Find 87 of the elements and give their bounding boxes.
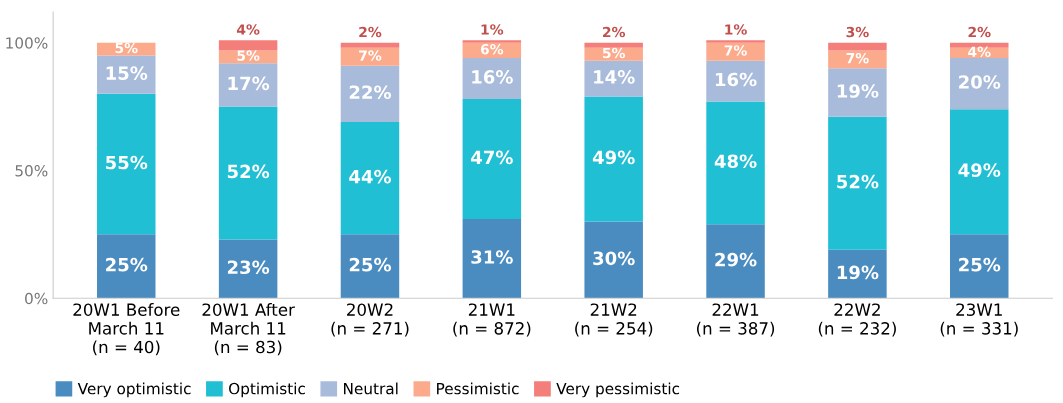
data-label: 25%	[959, 257, 1001, 272]
bar	[584, 96, 643, 222]
bar	[340, 121, 400, 235]
data-label: 17%	[228, 76, 270, 91]
data-label: 49%	[958, 163, 1001, 177]
data-label: 44%	[349, 169, 392, 184]
data-label: 23%	[227, 260, 270, 275]
bar	[462, 40, 522, 43]
data-label: 55%	[106, 155, 148, 170]
data-label: 4%	[968, 46, 991, 57]
data-label: 16%	[715, 72, 757, 87]
data-label: 31%	[471, 250, 513, 264]
bar	[828, 68, 887, 117]
data-label: 6%	[480, 43, 504, 55]
bar	[828, 42, 887, 51]
data-label: 49%	[592, 150, 635, 165]
data-label: 22%	[349, 85, 392, 100]
bar	[97, 93, 156, 235]
x-tick-label: 23W1 (n = 331)	[940, 303, 1018, 337]
bar	[950, 58, 1009, 110]
data-label: 30%	[593, 251, 635, 266]
bar	[584, 221, 643, 299]
bar	[828, 249, 887, 299]
data-label: 47%	[471, 150, 513, 165]
data-label: 5%	[602, 47, 626, 59]
bar	[218, 239, 278, 299]
bar	[950, 42, 1009, 48]
bar	[218, 106, 278, 240]
data-label: 5%	[115, 42, 138, 54]
bar	[950, 109, 1009, 235]
data-label: 1%	[481, 24, 504, 35]
data-label: 15%	[106, 66, 148, 80]
legend-label: Neutral	[344, 382, 398, 395]
bar	[340, 234, 400, 299]
bar	[462, 98, 522, 220]
bar	[706, 224, 765, 299]
data-label: 7%	[724, 45, 747, 56]
bar	[340, 65, 400, 122]
bar	[706, 40, 765, 43]
bar	[706, 101, 765, 225]
bar	[828, 50, 887, 69]
data-label: 25%	[349, 257, 392, 272]
data-label: 52%	[837, 174, 879, 189]
data-label: 19%	[837, 265, 879, 280]
data-label: 1%	[725, 24, 747, 35]
bar	[706, 60, 765, 102]
legend-label: Very optimistic	[77, 382, 191, 398]
data-label: 19%	[837, 84, 879, 98]
data-label: 20%	[959, 75, 1001, 89]
x-tick-label: 22W1 (n = 387)	[697, 303, 775, 337]
bar	[97, 234, 156, 299]
y-tick-label: 50%	[15, 164, 48, 177]
data-label: 5%	[237, 50, 260, 61]
data-label: 16%	[472, 70, 513, 84]
data-label: 29%	[715, 252, 757, 267]
x-tick-label: 21W1 (n = 872)	[453, 303, 531, 337]
data-label: 14%	[594, 70, 635, 84]
bar	[97, 42, 156, 56]
data-label: 3%	[846, 26, 869, 38]
x-tick-label: 20W1 After March 11 (n = 83)	[202, 303, 295, 356]
bar	[340, 47, 400, 66]
data-label: 2%	[968, 26, 991, 38]
bar	[706, 42, 765, 61]
data-label: 7%	[846, 52, 869, 64]
x-tick-label: 20W1 Before March 11 (n = 40)	[73, 303, 180, 356]
y-tick-label: 100%	[6, 37, 48, 49]
bar	[584, 42, 643, 48]
bar	[828, 116, 887, 250]
bar	[950, 234, 1009, 299]
bar	[340, 42, 400, 48]
bar	[218, 40, 278, 51]
data-label: 2%	[603, 26, 626, 38]
bar	[218, 63, 278, 107]
y-tick-label: 0%	[25, 292, 48, 305]
data-label: 52%	[227, 164, 270, 179]
legend-label: Optimistic	[229, 382, 305, 398]
data-label: 2%	[359, 26, 382, 38]
bar	[462, 219, 522, 299]
data-label: 7%	[359, 50, 382, 61]
data-label: 25%	[106, 257, 148, 272]
x-tick-label: 20W2 (n = 271)	[331, 303, 409, 337]
x-tick-label: 22W2 (n = 232)	[818, 303, 896, 337]
legend-label: Very pessimistic	[556, 382, 680, 398]
data-label: 48%	[714, 154, 757, 169]
x-tick-label: 21W2 (n = 254)	[575, 303, 653, 337]
data-label: 4%	[236, 24, 260, 35]
legend-label: Pessimistic	[437, 382, 519, 395]
